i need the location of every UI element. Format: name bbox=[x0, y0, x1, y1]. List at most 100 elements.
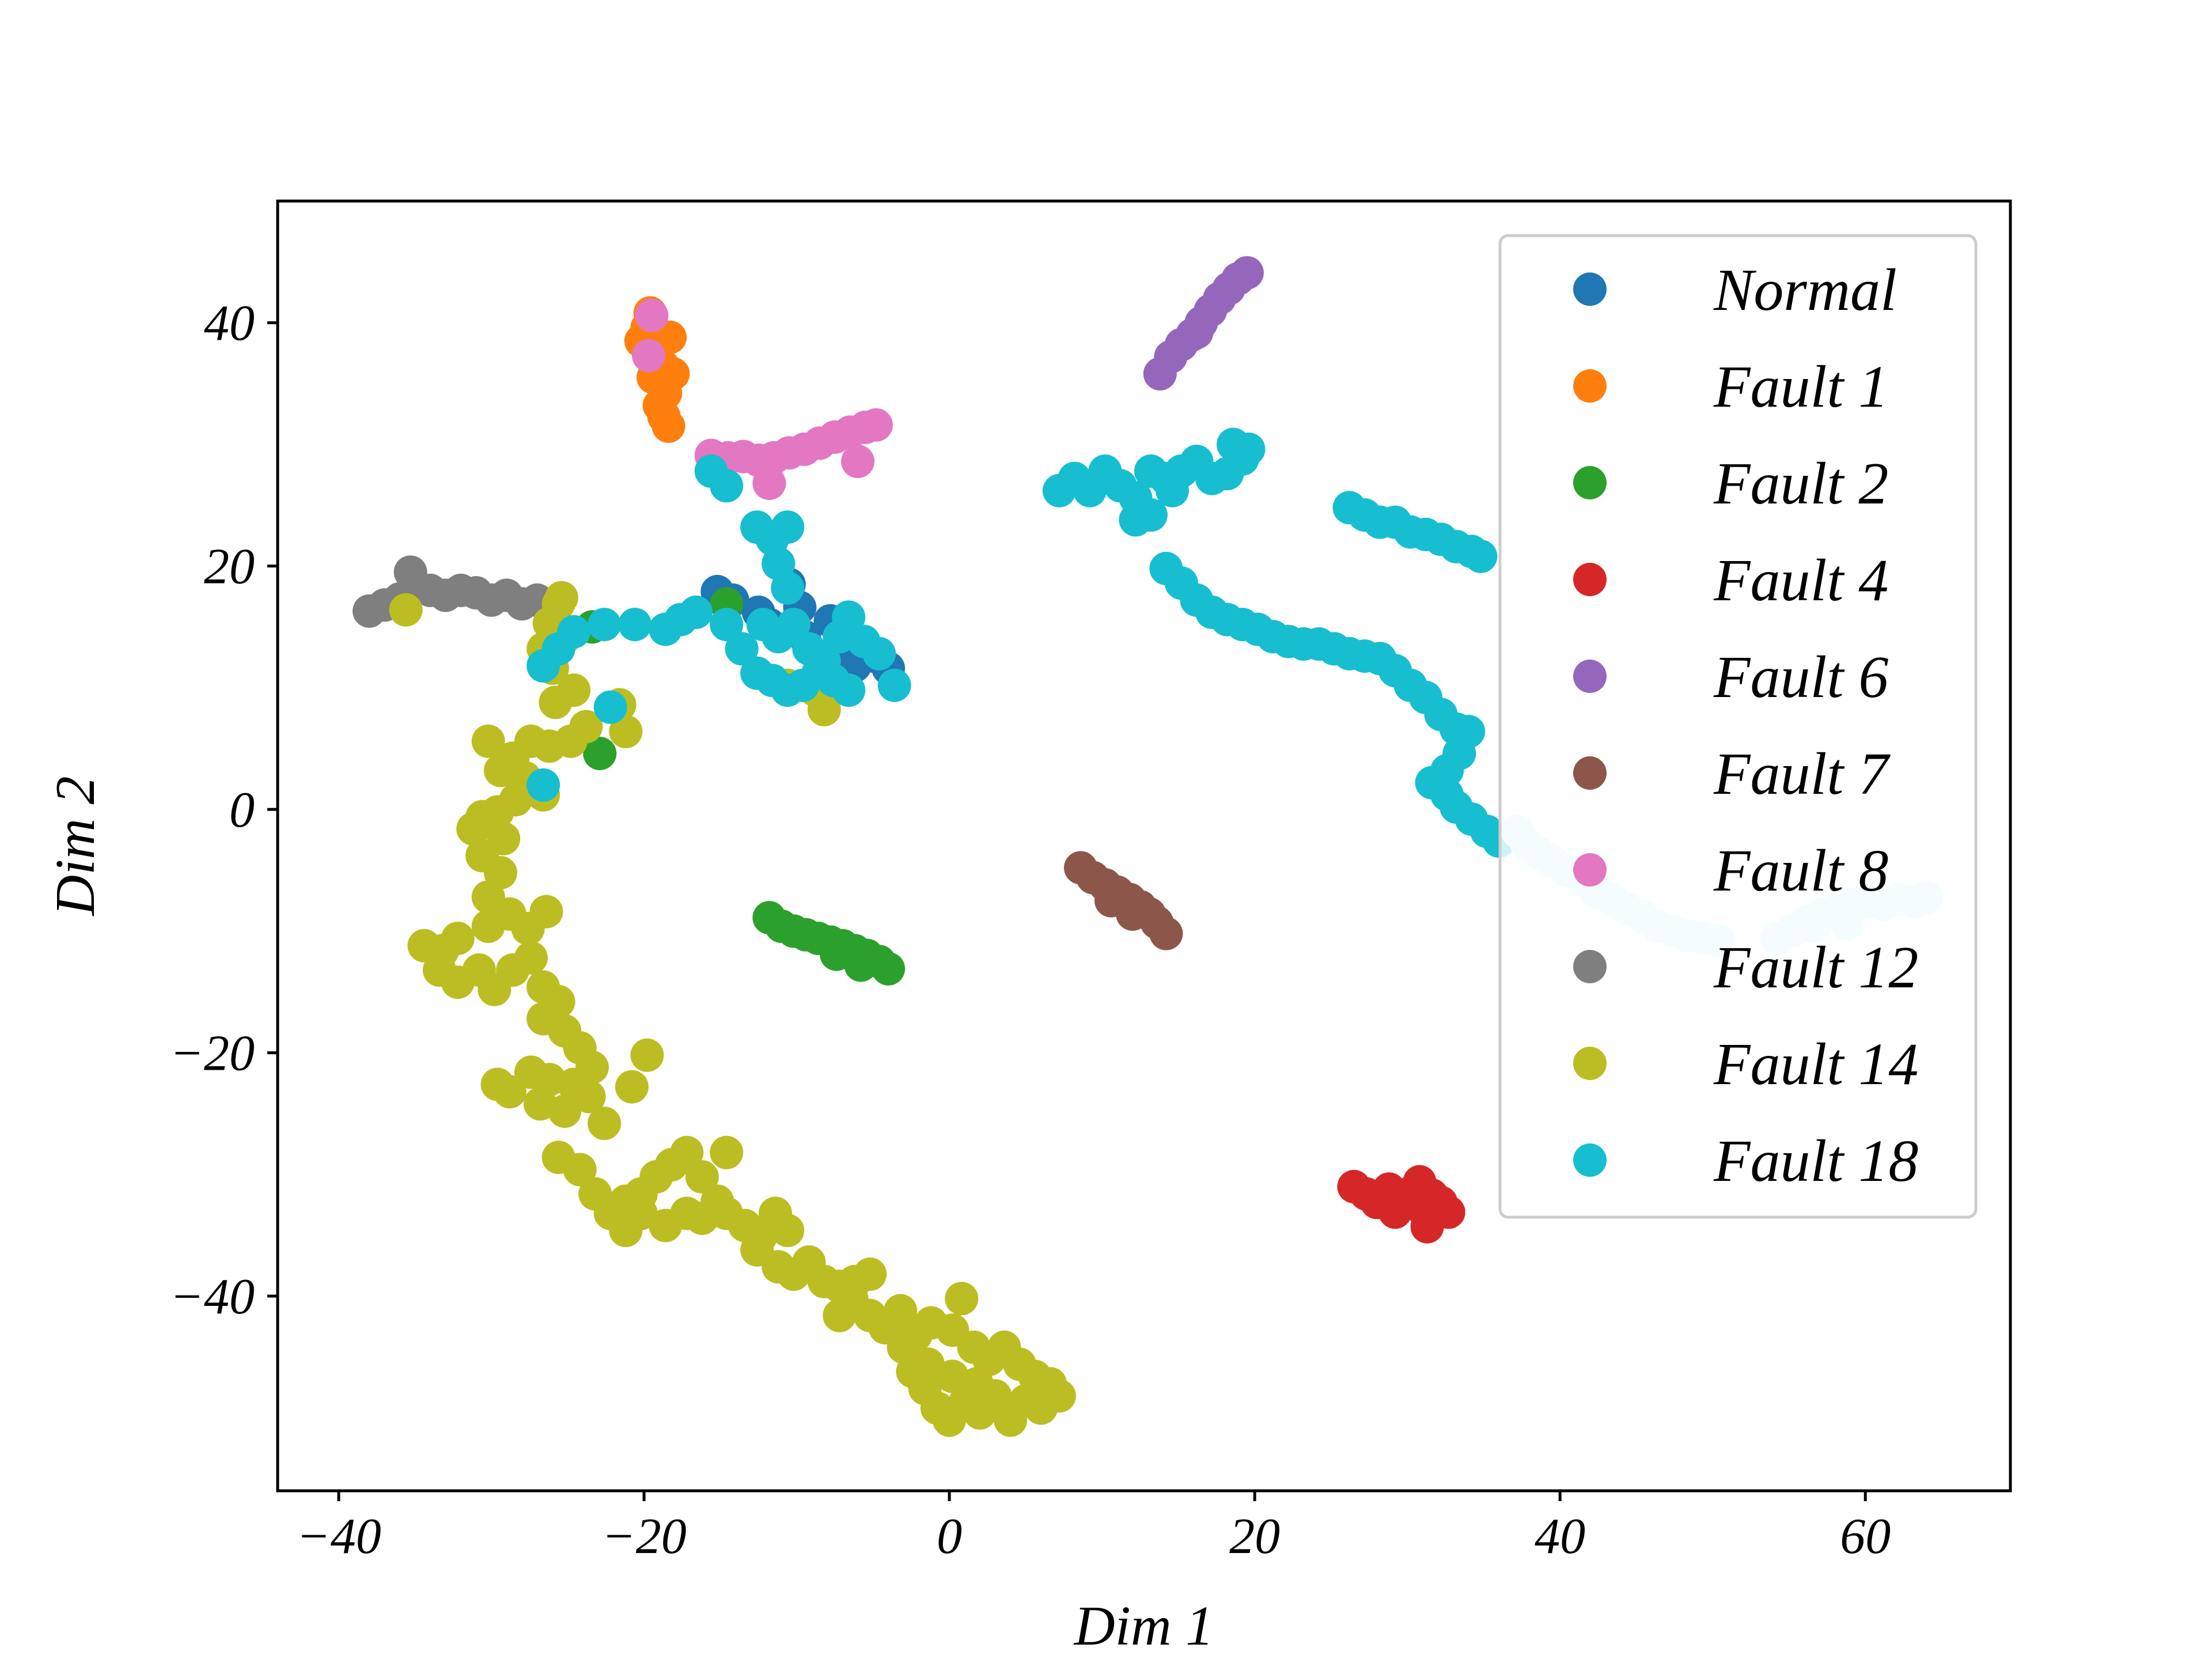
point-fault-14-92 bbox=[884, 1294, 918, 1328]
point-fault-8-1 bbox=[632, 339, 665, 373]
legend-box bbox=[1498, 234, 1978, 1219]
point-fault-8-15 bbox=[841, 445, 875, 478]
point-fault-14-34 bbox=[407, 929, 441, 963]
point-fault-18-15 bbox=[862, 637, 896, 671]
point-fault-6-10 bbox=[1180, 316, 1214, 350]
point-fault-14-117 bbox=[960, 1367, 994, 1401]
point-fault-14-54 bbox=[572, 1080, 606, 1113]
legend-label: Normal bbox=[1713, 257, 1897, 323]
x-tick-label: −20 bbox=[601, 1509, 686, 1565]
point-fault-18-1 bbox=[710, 469, 744, 503]
point-fault-18-34 bbox=[593, 690, 627, 724]
point-fault-14-30 bbox=[529, 895, 563, 929]
y-tick-label: 20 bbox=[204, 539, 255, 595]
point-fault-14-59 bbox=[563, 1153, 597, 1187]
point-fault-18-35 bbox=[527, 768, 560, 802]
legend-marker bbox=[1573, 1143, 1607, 1177]
legend-marker bbox=[1573, 466, 1607, 499]
point-fault-14-55 bbox=[615, 1070, 649, 1104]
legend-label: Fault 18 bbox=[1713, 1128, 1918, 1194]
legend-label: Fault 1 bbox=[1713, 354, 1888, 420]
point-fault-18-25 bbox=[710, 608, 744, 642]
point-fault-14-49 bbox=[514, 1055, 548, 1089]
legend-label: Fault 2 bbox=[1713, 450, 1888, 517]
point-fault-14-2 bbox=[544, 581, 578, 615]
point-fault-18-52 bbox=[1134, 454, 1168, 488]
legend-label: Fault 8 bbox=[1713, 838, 1888, 904]
point-fault-14-79 bbox=[771, 1214, 805, 1247]
point-fault-1-11 bbox=[652, 409, 685, 443]
y-tick-label: −40 bbox=[170, 1269, 255, 1325]
point-fault-14-23 bbox=[456, 812, 490, 846]
point-fault-18-16 bbox=[877, 668, 911, 702]
point-fault-18-43 bbox=[1119, 503, 1153, 537]
point-fault-14-17 bbox=[471, 724, 505, 758]
point-fault-18-63 bbox=[1464, 539, 1498, 573]
point-fault-18-4 bbox=[771, 510, 805, 544]
point-fault-2-15 bbox=[820, 937, 853, 971]
point-fault-14-40 bbox=[514, 941, 548, 975]
legend-marker bbox=[1573, 1047, 1607, 1080]
point-fault-14-66 bbox=[670, 1135, 704, 1169]
x-tick-label: −40 bbox=[296, 1509, 381, 1565]
point-fault-4-11 bbox=[1410, 1210, 1444, 1244]
point-fault-18-53 bbox=[1156, 474, 1189, 507]
legend-label: Fault 6 bbox=[1713, 644, 1888, 710]
x-axis-label: Dim 1 bbox=[1073, 1595, 1214, 1657]
x-tick-label: 20 bbox=[1229, 1509, 1280, 1565]
x-tick-label: 40 bbox=[1535, 1509, 1585, 1565]
point-fault-7-10 bbox=[1094, 884, 1128, 918]
plot-area-frame bbox=[276, 199, 2012, 1493]
point-fault-14-89 bbox=[823, 1298, 857, 1332]
x-tick-label: 0 bbox=[937, 1509, 962, 1565]
axis-ticks: −40 −20 0 20 40 60 −40 −20 0 20 40 bbox=[170, 296, 1891, 1565]
point-fault-14-74 bbox=[609, 1214, 643, 1247]
point-fault-14-10 bbox=[609, 714, 643, 748]
legend-label: Fault 14 bbox=[1713, 1031, 1918, 1097]
point-fault-4-12 bbox=[1378, 1195, 1412, 1229]
y-axis-label: Dim 2 bbox=[44, 776, 107, 916]
point-fault-2-13 bbox=[872, 952, 906, 986]
point-fault-8-14 bbox=[752, 467, 786, 500]
point-fault-18-13 bbox=[832, 600, 866, 634]
legend-label: Fault 4 bbox=[1713, 547, 1888, 613]
legend-marker bbox=[1573, 369, 1607, 403]
point-fault-14-106 bbox=[994, 1403, 1028, 1437]
point-fault-14-31 bbox=[471, 909, 505, 943]
point-fault-14-114 bbox=[887, 1330, 921, 1364]
point-fault-14-57 bbox=[588, 1107, 622, 1141]
point-fault-8-13 bbox=[859, 408, 893, 442]
legend-label: Fault 12 bbox=[1713, 934, 1918, 1001]
data-points bbox=[353, 256, 1944, 1437]
point-fault-14-56 bbox=[630, 1038, 664, 1072]
legend-marker bbox=[1573, 853, 1607, 887]
y-tick-label: −20 bbox=[170, 1026, 255, 1082]
point-fault-18-28 bbox=[649, 612, 683, 646]
legend-marker bbox=[1573, 272, 1607, 306]
point-fault-14-87 bbox=[853, 1257, 887, 1291]
point-fault-6-9 bbox=[1230, 256, 1264, 290]
point-fault-14-96 bbox=[945, 1282, 979, 1316]
point-fault-14-68 bbox=[710, 1135, 744, 1169]
legend-marker bbox=[1573, 660, 1607, 693]
point-fault-14-8 bbox=[539, 685, 573, 719]
y-tick-label: 0 bbox=[229, 782, 255, 838]
y-tick-label: 40 bbox=[204, 296, 255, 351]
point-fault-18-24 bbox=[725, 632, 759, 666]
legend: Normal Fault 1 Fault 2 Fault 4 Fault 6 Fault … bbox=[1498, 234, 1978, 1219]
x-tick-label: 60 bbox=[1840, 1509, 1891, 1565]
legend-marker bbox=[1573, 563, 1607, 596]
legend-marker bbox=[1573, 756, 1607, 790]
point-fault-2-2 bbox=[583, 737, 617, 770]
point-fault-18-6 bbox=[771, 571, 805, 605]
point-fault-18-33 bbox=[527, 649, 560, 683]
legend-marker bbox=[1573, 950, 1607, 983]
point-fault-7-8 bbox=[1149, 916, 1183, 950]
point-fault-14-53 bbox=[548, 1094, 582, 1128]
point-fault-8-0 bbox=[635, 298, 669, 332]
point-fault-18-51 bbox=[1217, 427, 1250, 461]
point-fault-14-0 bbox=[389, 593, 423, 627]
point-fault-14-67 bbox=[685, 1160, 719, 1194]
point-fault-18-29 bbox=[618, 608, 652, 642]
